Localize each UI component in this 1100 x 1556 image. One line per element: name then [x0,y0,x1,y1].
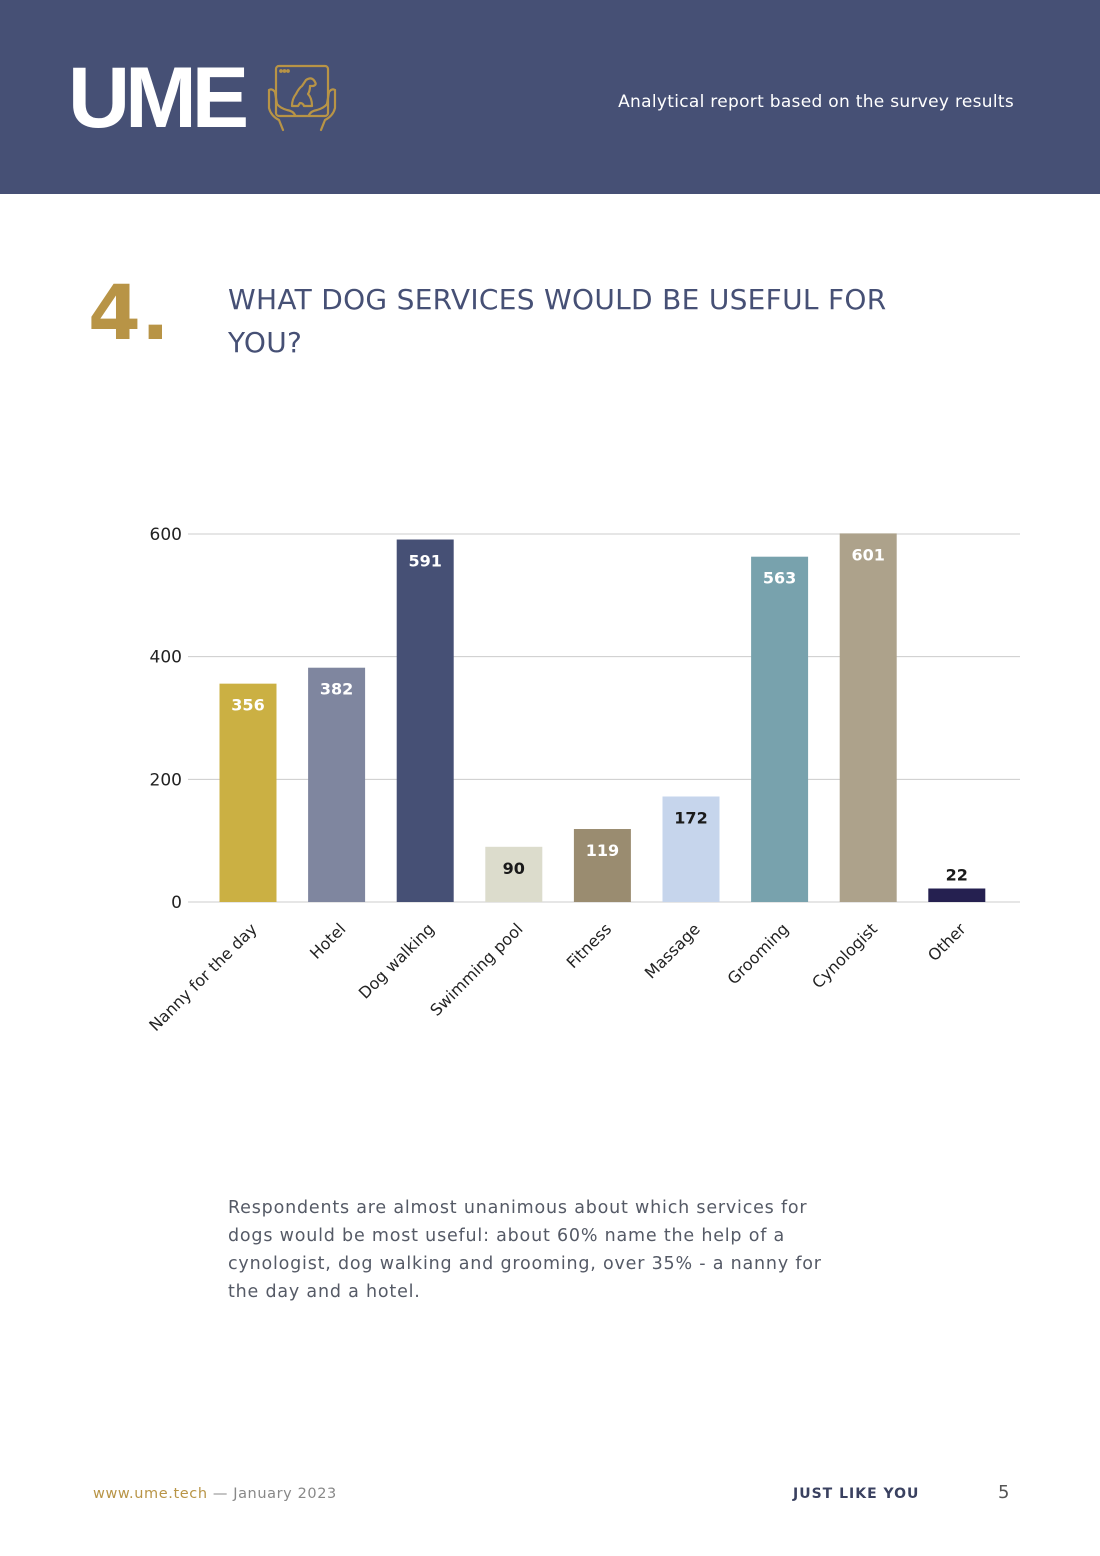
x-tick-label: Hotel [306,919,349,962]
data-label: 356 [231,696,264,715]
question-number: 4. [88,268,170,357]
data-label: 172 [674,809,707,828]
data-label: 22 [946,866,968,885]
bar [751,556,809,902]
report-subtitle: Analytical report based on the survey re… [618,92,1014,112]
data-label: 563 [763,569,796,588]
bar [396,539,454,902]
y-tick-label: 600 [150,525,182,545]
page-header: UME Analytical report based on the surve… [0,0,1100,194]
footer-tagline: JUST LIKE YOU [793,1486,920,1502]
y-tick-label: 200 [150,770,182,790]
bar [928,888,986,902]
bar [662,796,720,902]
x-tick-label: Dog walking [355,919,438,1002]
x-tick-label: Cynologist [808,919,881,992]
data-label: 591 [408,552,441,571]
y-axis-ticks: 0 200 400 600 [150,525,182,913]
x-tick-label: Grooming [723,919,792,988]
dog-on-tablet-hands-icon [267,64,337,132]
bar [308,667,366,902]
data-labels: 356 382 591 90 119 172 563 601 22 [231,545,968,884]
bar-chart: 0 200 400 600 356 382 591 90 119 172 563 601 22 Nan… [145,525,1020,1035]
x-tick-label: Fitness [563,919,616,972]
x-tick-label: Swimming pool [426,919,526,1019]
y-tick-label: 0 [171,893,182,913]
footer-date: — January 2023 [207,1486,337,1502]
x-tick-label: Nanny for the day [145,919,261,1035]
chart-description: Respondents are almost unanimous about w… [228,1198,822,1302]
footer-url[interactable]: www.ume.tech [93,1486,208,1502]
x-tick-label: Massage [641,919,704,982]
x-tick-label: Other [924,919,970,965]
bar [219,683,277,902]
bars [219,533,986,902]
footer-source: www.ume.tech — January 2023 [93,1486,337,1502]
bar [839,533,897,902]
ume-logo: UME [68,50,249,146]
x-axis-labels: Nanny for the day Hotel Dog walkingSwimmin… [145,919,970,1035]
bar [573,829,631,902]
data-label: 119 [586,841,619,860]
question-title: WHAT DOG SERVICES WOULD BE USEFUL FOR YO… [228,283,887,359]
data-label: 90 [503,859,525,878]
page-number: 5 [998,1482,1010,1503]
bar [485,846,543,902]
y-tick-label: 400 [150,648,182,668]
data-label: 601 [851,545,884,564]
data-label: 382 [320,680,353,699]
